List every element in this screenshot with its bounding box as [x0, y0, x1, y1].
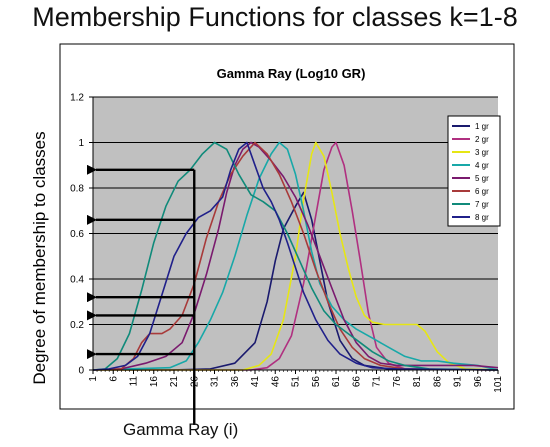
series-line-3-gr [93, 141, 499, 371]
legend-label: 1 gr [475, 122, 489, 131]
series-line-4-gr [92, 141, 499, 371]
x-tick-label: 1 [88, 376, 99, 382]
legend-label: 8 gr [475, 213, 489, 222]
y-tick-label: 0.2 [70, 320, 84, 331]
y-tick-label: 1.2 [70, 93, 84, 104]
x-tick-label: 6 [108, 376, 119, 382]
y-tick-label: 0.4 [70, 275, 84, 286]
y-tick-label: 0.6 [70, 229, 84, 240]
grid [93, 96, 498, 325]
x-tick-label: 16 [149, 376, 160, 388]
x-tick-label: 86 [432, 376, 443, 388]
marker-annotation: Gamma Ray (i) [123, 420, 239, 439]
x-tick-label: 66 [351, 376, 362, 388]
series-line-7-gr [92, 141, 499, 371]
x-tick-label: 76 [392, 376, 403, 388]
legend-box [447, 115, 501, 227]
x-tick-label: 71 [372, 376, 383, 388]
y-tick-label: 0.8 [70, 184, 84, 195]
legend-label: 7 gr [475, 200, 489, 209]
series-line-5-gr [92, 141, 499, 371]
legend-label: 4 gr [475, 161, 489, 170]
series-lines [92, 141, 499, 371]
x-tick-label: 46 [270, 376, 281, 388]
axes: 00.20.40.60.811.216111621263136414651566… [70, 93, 504, 393]
legend-label: 3 gr [475, 148, 489, 157]
legend-label: 6 gr [475, 187, 489, 196]
x-tick-label: 41 [250, 376, 261, 388]
y-tick-label: 1 [78, 138, 84, 149]
x-tick-label: 91 [453, 376, 464, 388]
slide-title: Membership Functions for classes k=1-8 [32, 2, 518, 32]
series-line-1-gr [93, 191, 499, 371]
chart-title: Gamma Ray (Log10 GR) [217, 66, 366, 81]
arrows-annotation [87, 164, 196, 425]
legend: 1 gr 2 gr 3 gr 4 gr 5 gr 6 gr 7 gr 8 gr [447, 115, 501, 227]
x-tick-label: 31 [210, 376, 221, 388]
x-tick-label: 21 [169, 376, 180, 388]
legend-label: 5 gr [475, 174, 489, 183]
legend-label: 2 gr [475, 135, 489, 144]
y-axis-label: Degree of membership to classes [30, 131, 49, 384]
x-tick-label: 101 [493, 376, 504, 393]
y-tick-label: 0 [78, 366, 84, 377]
x-tick-label: 81 [412, 376, 423, 388]
x-tick-label: 61 [331, 376, 342, 388]
x-tick-label: 11 [129, 376, 140, 387]
x-tick-label: 36 [230, 376, 241, 388]
x-tick-label: 51 [291, 376, 302, 388]
x-tick-label: 96 [473, 376, 484, 388]
x-tick-label: 56 [311, 376, 322, 388]
series-line-2-gr [93, 141, 499, 371]
